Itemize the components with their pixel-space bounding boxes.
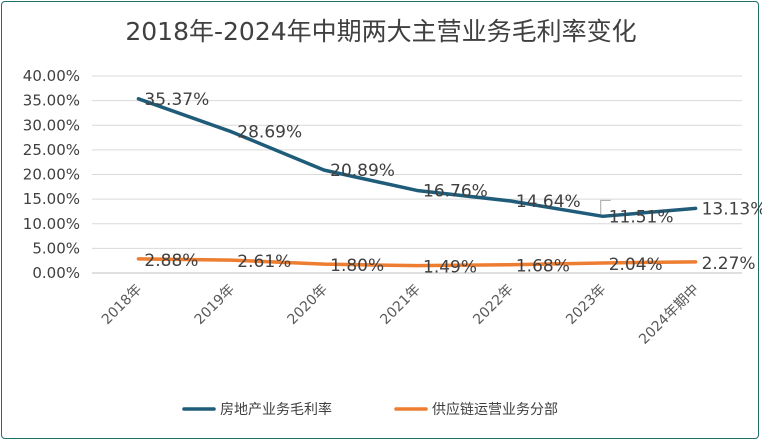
label-leader-line: [600, 199, 611, 215]
legend-label: 房地产业务毛利率: [220, 401, 332, 418]
data-label: 2.04%: [609, 255, 663, 275]
y-tick-label: 25.00%: [23, 141, 80, 159]
data-label: 16.76%: [423, 181, 488, 201]
y-tick-label: 20.00%: [23, 166, 80, 184]
series-line-1: [136, 97, 698, 219]
legend-item-2: 供应链运营业务分部: [394, 401, 558, 418]
series-lines: [136, 97, 698, 268]
gridlines: [92, 75, 742, 274]
data-label: 2.88%: [144, 251, 198, 271]
x-tick-label: 2023年: [563, 282, 609, 328]
data-labels: 35.37% 28.69% 20.89% 16.76% 14.64% 11.51% 13.1…: [144, 90, 762, 278]
x-tick-label: 2018年: [99, 282, 145, 328]
y-axis: 0.00% 5.00% 10.00% 15.00% 20.00% 25.00% 30.00%…: [23, 67, 80, 282]
data-label: 11.51%: [609, 207, 674, 227]
y-tick-label: 10.00%: [23, 215, 80, 233]
data-label: 20.89%: [330, 161, 395, 181]
y-tick-label: 30.00%: [23, 116, 80, 134]
data-label: 13.13%: [702, 199, 762, 219]
data-label: 28.69%: [237, 123, 302, 143]
x-tick-label: 2024年期中: [636, 282, 702, 348]
chart-title: 2018年-2024年中期两大主营业务毛利率变化: [125, 17, 636, 46]
legend-item-1: 房地产业务毛利率: [182, 401, 332, 418]
data-label: 1.80%: [330, 256, 384, 276]
data-label: 1.49%: [423, 258, 477, 278]
x-tick-label: 2019年: [192, 282, 238, 328]
y-tick-label: 40.00%: [23, 67, 80, 85]
y-tick-label: 5.00%: [32, 239, 80, 257]
data-label: 1.68%: [516, 257, 570, 277]
data-label: 2.27%: [702, 254, 756, 274]
series-line-2: [136, 257, 698, 268]
y-tick-label: 15.00%: [23, 190, 80, 208]
x-axis: 2018年 2019年 2020年 2021年 2022年 2023年 2024年期中: [99, 282, 703, 348]
x-tick-label: 2020年: [285, 282, 331, 328]
legend: 房地产业务毛利率 供应链运营业务分部: [182, 401, 558, 418]
y-tick-label: 35.00%: [23, 92, 80, 110]
data-label: 14.64%: [516, 192, 581, 212]
x-tick-label: 2022年: [470, 282, 516, 328]
data-label: 35.37%: [144, 90, 209, 110]
legend-label: 供应链运营业务分部: [432, 401, 558, 418]
data-label: 2.61%: [237, 252, 291, 272]
y-tick-label: 0.00%: [32, 264, 80, 282]
x-tick-label: 2021年: [377, 282, 423, 328]
